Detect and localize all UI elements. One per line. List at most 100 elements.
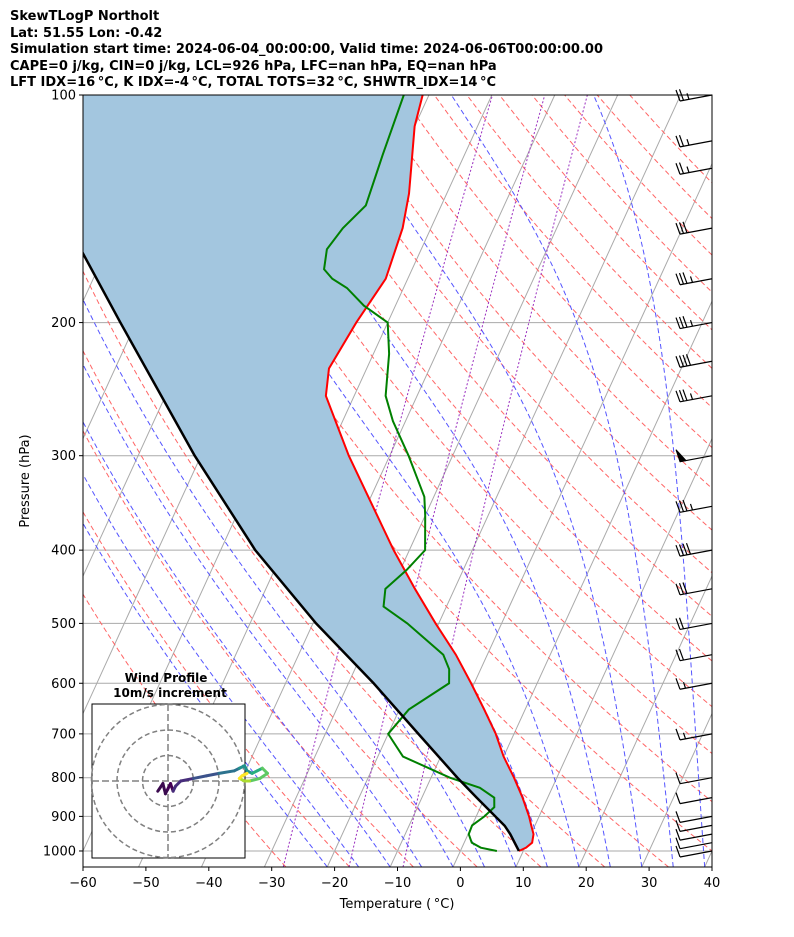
x-tick-label: −20	[321, 876, 348, 891]
hodograph-segment	[204, 771, 221, 778]
dry-adiabat	[564, 95, 712, 256]
wind-barb	[675, 449, 713, 463]
wind-barb	[675, 316, 713, 330]
y-tick-label: 600	[51, 677, 76, 692]
mixing-ratio-line	[282, 95, 493, 867]
hodograph-segment	[179, 776, 195, 783]
x-tick-label: 30	[641, 876, 658, 891]
isotherm-line	[578, 574, 712, 867]
dry-adiabat	[466, 95, 712, 370]
parcel-path	[83, 250, 521, 852]
wind-barb	[675, 845, 713, 858]
wind-barb	[675, 792, 713, 805]
moist-adiabat	[165, 95, 580, 867]
dewpoint-line	[323, 95, 498, 852]
moist-adiabat	[327, 95, 643, 867]
wind-barbs	[675, 89, 713, 858]
isotherm-line	[515, 437, 712, 867]
wind-barb	[675, 221, 713, 235]
dry-adiabat	[270, 95, 712, 617]
wind-barb	[675, 837, 713, 850]
wind-barb	[675, 272, 713, 286]
dry-adiabat	[368, 95, 712, 490]
wind-barb	[675, 389, 713, 403]
y-tick-label: 200	[51, 316, 76, 331]
x-tick-label: −40	[195, 876, 222, 891]
dry-adiabat	[83, 429, 414, 867]
hodograph-segment	[217, 769, 236, 775]
x-tick-label: 10	[515, 876, 532, 891]
x-tick-label: −10	[384, 876, 411, 891]
stability-indices-1: CAPE=0 j/kg, CIN=0 j/kg, LCL=926 hPa, LF…	[10, 58, 497, 74]
wind-barb	[675, 648, 713, 662]
wind-barb	[675, 772, 713, 785]
wind-barb	[675, 162, 713, 175]
wind-barb	[675, 582, 713, 596]
wind-barb	[675, 811, 713, 823]
inset-subtitle: 10m/s increment	[113, 686, 227, 700]
x-tick-label: −30	[258, 876, 285, 891]
wind-barb	[675, 542, 713, 557]
dry-adiabat	[238, 95, 712, 662]
x-tick-label: 0	[456, 876, 464, 891]
station-coordinates: Lat: 51.55 Lon: -0.42	[10, 25, 163, 41]
x-tick-label: 40	[704, 876, 721, 891]
stability-indices-2: LFT IDX=16 °C, K IDX=-4 °C, TOTAL TOTS=3…	[10, 75, 497, 91]
dry-adiabat	[108, 95, 712, 852]
dry-adiabat	[531, 95, 712, 293]
isotherm-line	[768, 95, 794, 867]
station-title: SkewTLogP Northolt	[10, 9, 160, 24]
chart-header: SkewTLogP Northolt Lat: 51.55 Lon: -0.42…	[10, 9, 603, 92]
wind-barb	[675, 820, 713, 832]
wind-barb	[675, 617, 713, 630]
y-axis-label: Pressure (hPa)	[18, 434, 33, 527]
isotherm-line	[263, 95, 619, 867]
inset-title: Wind Profile	[125, 671, 208, 685]
wind-profile-inset: Wind Profile 10m/s increment	[90, 671, 269, 859]
wind-barb	[675, 728, 713, 741]
dry-adiabat	[336, 95, 712, 531]
simulation-times: Simulation start time: 2024-06-04_00:00:…	[10, 42, 603, 58]
x-tick-label: −50	[132, 876, 159, 891]
cin-cape-shading	[83, 95, 534, 851]
temperature-line	[324, 95, 535, 852]
hodograph-segment	[240, 771, 249, 778]
isotherm-line	[641, 712, 712, 867]
hodograph-segment	[258, 771, 269, 780]
wind-barb	[675, 678, 713, 690]
dry-adiabat	[83, 349, 478, 867]
moist-adiabat	[593, 95, 706, 867]
x-tick-label: −60	[69, 876, 96, 891]
moist-adiabat	[110, 95, 548, 867]
dry-adiabat	[173, 95, 712, 755]
moist-adiabat	[83, 522, 328, 867]
y-tick-label: 500	[51, 617, 76, 632]
wind-barb	[675, 828, 713, 841]
dry-adiabat	[83, 593, 287, 867]
isotherm-line	[704, 849, 712, 867]
wind-barb	[675, 499, 713, 513]
hodograph-segment	[248, 776, 262, 783]
y-tick-label: 300	[51, 449, 76, 464]
moist-adiabat	[83, 363, 423, 867]
y-tick-label: 700	[51, 727, 76, 742]
wind-barb	[675, 135, 713, 148]
dry-adiabat	[83, 511, 350, 867]
x-tick-label: 20	[578, 876, 595, 891]
y-tick-label: 400	[51, 544, 76, 559]
dry-adiabat	[596, 95, 712, 220]
axes: −60 −50 −40 −30 −20 −10 0 10 20 30 40 100 200 300 400 5…	[43, 89, 720, 892]
moist-adiabat	[450, 95, 674, 867]
dry-adiabat	[83, 270, 542, 867]
y-tick-label: 800	[51, 771, 76, 786]
isotherm-line	[452, 299, 712, 867]
moist-adiabat	[235, 95, 611, 867]
dry-adiabat	[303, 95, 712, 574]
moist-adiabat	[83, 420, 391, 867]
mixing-ratio-line	[402, 95, 588, 867]
sounding-profiles	[83, 95, 535, 852]
dry-adiabat	[499, 95, 712, 331]
hodograph-segment	[192, 774, 208, 780]
y-tick-label: 100	[51, 89, 76, 104]
